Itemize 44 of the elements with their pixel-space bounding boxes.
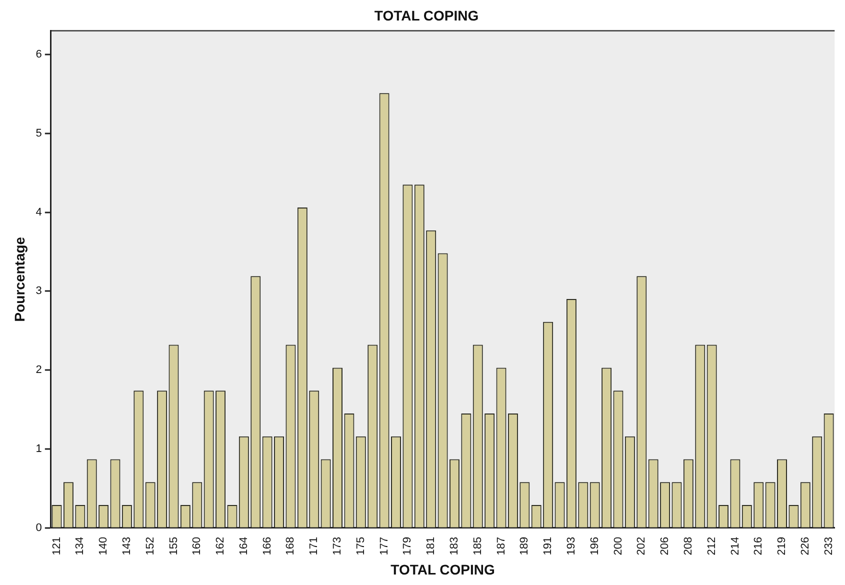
x-tick-label: 164 xyxy=(238,536,250,556)
x-tick-label: 134 xyxy=(74,536,86,556)
x-tick-label: 177 xyxy=(378,536,390,556)
x-tick-label: 208 xyxy=(682,536,694,556)
x-tick-label: 196 xyxy=(588,536,601,556)
x-tick-label: 179 xyxy=(402,536,414,556)
x-tick-label: 152 xyxy=(144,536,156,556)
x-tick-label: 200 xyxy=(612,536,624,556)
chart-title: TOTAL COPING xyxy=(374,7,479,24)
x-tick-label: 187 xyxy=(495,536,508,556)
x-tick-label: 219 xyxy=(776,536,788,556)
x-tick-label: 173 xyxy=(332,536,344,556)
x-tick-label: 160 xyxy=(191,536,204,556)
x-tick-label: 226 xyxy=(799,536,812,556)
x-tick-label: 140 xyxy=(98,536,110,556)
x-tick-label: 191 xyxy=(542,536,554,556)
x-tick-label: 171 xyxy=(308,536,320,556)
x-tick-label: 155 xyxy=(168,536,180,556)
y-tick-label: 2 xyxy=(36,364,42,376)
x-tick-label: 183 xyxy=(448,536,461,556)
x-tick-label: 189 xyxy=(518,536,531,556)
x-tick-label: 162 xyxy=(214,536,227,556)
x-tick-label: 185 xyxy=(472,536,484,556)
y-tick-label: 0 xyxy=(36,522,42,534)
x-tick-label: 206 xyxy=(659,536,672,556)
y-tick-label: 4 xyxy=(36,206,42,218)
x-tick-label: 202 xyxy=(636,536,648,556)
y-tick-label: 6 xyxy=(36,48,42,60)
y-tick-label: 5 xyxy=(36,127,42,140)
y-axis-title: Pourcentage xyxy=(11,236,28,322)
x-tick-label: 181 xyxy=(425,536,438,556)
x-tick-label: 143 xyxy=(120,536,133,556)
x-tick-label: 212 xyxy=(706,536,718,556)
x-tick-label: 193 xyxy=(565,536,578,556)
x-tick-label: 166 xyxy=(261,536,274,556)
x-tick-label: 168 xyxy=(284,536,297,556)
x-tick-label: 216 xyxy=(752,536,765,556)
y-tick-label: 3 xyxy=(36,285,42,298)
x-tick-label: 175 xyxy=(354,536,367,556)
x-axis-title: TOTAL COPING xyxy=(390,561,496,578)
x-tick-label: 121 xyxy=(50,536,63,556)
x-tick-label: 214 xyxy=(729,536,742,556)
x-tick-label: 233 xyxy=(822,536,835,556)
y-tick-label: 1 xyxy=(36,442,42,455)
